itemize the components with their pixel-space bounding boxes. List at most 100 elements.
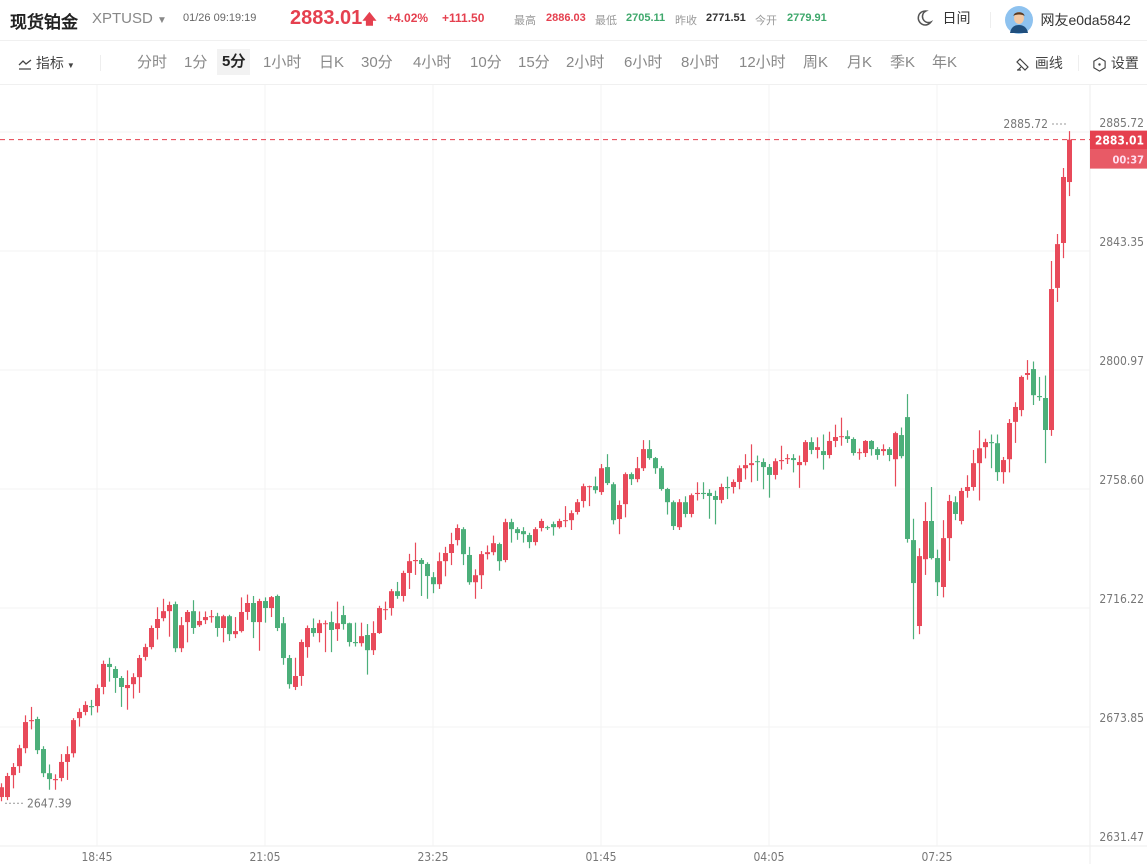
candle-up — [125, 685, 130, 689]
x-tick-label: 07:25 — [921, 850, 952, 864]
candle-up — [971, 463, 976, 488]
candle-down — [791, 458, 796, 461]
candle-up — [221, 616, 226, 628]
candle-down — [527, 535, 532, 543]
interval-tab[interactable]: 6小时 — [624, 54, 663, 71]
candle-up — [815, 447, 820, 450]
interval-tab[interactable]: 年K — [932, 54, 958, 71]
draw-tool-button[interactable]: 画线 — [1015, 53, 1063, 79]
candle-up — [1049, 289, 1054, 431]
x-tick-label: 23:25 — [417, 850, 448, 864]
candle-up — [23, 722, 28, 749]
candle-down — [311, 627, 316, 634]
candle-up — [455, 528, 460, 541]
candle-up — [533, 529, 538, 543]
y-tick-label: 2631.47 — [1099, 830, 1144, 844]
theme-toggle[interactable]: 日间 — [914, 8, 970, 28]
candle-down — [515, 529, 520, 534]
interval-tab[interactable]: 30分 — [361, 54, 393, 71]
candle-up — [491, 543, 496, 553]
candle-down — [887, 449, 892, 456]
candle-up — [269, 597, 274, 609]
candlestick-chart[interactable]: 2885.72 2843.35 2800.97 2758.60 2716.22 2673.… — [0, 85, 1147, 864]
candle-up — [881, 449, 886, 452]
divider — [990, 12, 991, 28]
candle-up — [623, 474, 628, 505]
interval-tab[interactable]: 15分 — [518, 54, 550, 71]
candle-up — [503, 522, 508, 561]
candle-up — [299, 642, 304, 677]
interval-tab[interactable]: 月K — [847, 54, 873, 71]
settings-button[interactable]: 设置 — [1092, 53, 1139, 79]
caret-down-icon: ▼ — [66, 61, 75, 70]
candle-down — [35, 718, 40, 751]
arrow-up-icon: 🡅 — [362, 11, 377, 27]
candle-down — [419, 560, 424, 564]
candle-up — [617, 504, 622, 520]
candle-down — [227, 616, 232, 635]
interval-tab[interactable]: 8小时 — [681, 54, 720, 71]
candle-down — [851, 438, 856, 454]
interval-tab[interactable]: 2小时 — [566, 54, 605, 71]
interval-tab[interactable]: 5分 — [217, 49, 251, 75]
candle-up — [59, 761, 64, 778]
interval-tab[interactable]: 季K — [890, 54, 916, 71]
chart-toolbar: 指标 ▼ 分时 1分 5分 1小时 日K 30分 4小时 10分 15分 2小时 6小时 8小时 12小时… — [0, 41, 1147, 85]
candle-down — [707, 492, 712, 497]
settings-label: 设置 — [1110, 55, 1139, 71]
x-tick-label: 21:05 — [249, 850, 280, 864]
instrument-name: 现货铂金 — [10, 13, 78, 32]
candle-down — [191, 611, 196, 628]
candle-up — [179, 625, 184, 649]
interval-tab[interactable]: 10分 — [470, 54, 502, 71]
user-menu[interactable]: 网友e0da5842 — [1005, 6, 1131, 34]
header-bar: 现货铂金 XPTUSD ▼ 01/26 09:19:19 2883.01🡅 +4… — [0, 0, 1147, 41]
candle-down — [365, 635, 370, 651]
candle-down — [809, 442, 814, 450]
interval-tab[interactable]: 12小时 — [739, 54, 786, 71]
interval-tab[interactable]: 1分 — [184, 54, 208, 71]
stat-value-open: 2779.91 — [787, 12, 827, 24]
candle-down — [869, 440, 874, 450]
interval-tab[interactable]: 周K — [803, 54, 829, 71]
interval-tab[interactable]: 分时 — [137, 54, 168, 71]
candle-down — [1037, 396, 1042, 398]
symbol-selector[interactable]: XPTUSD ▼ — [92, 10, 167, 27]
candle-down — [1043, 397, 1048, 431]
interval-tab[interactable]: 日K — [319, 54, 345, 71]
candle-up — [449, 544, 454, 554]
candle-down — [593, 486, 598, 491]
candle-down — [929, 521, 934, 559]
candle-up — [65, 754, 70, 762]
candle-up — [965, 487, 970, 491]
candle-up — [803, 442, 808, 463]
candle-down — [683, 502, 688, 514]
candle-up — [479, 554, 484, 576]
candle-up — [131, 677, 136, 685]
candle-down — [347, 623, 352, 643]
candle-down — [899, 435, 904, 457]
candle-up — [731, 481, 736, 488]
indicators-menu[interactable]: 指标 ▼ — [18, 53, 75, 79]
candle-down — [281, 623, 286, 659]
candle-up — [1061, 176, 1066, 243]
candle-down — [767, 467, 772, 475]
interval-tab[interactable]: 4小时 — [413, 54, 452, 71]
candle-down — [725, 487, 730, 489]
candle-down — [629, 474, 634, 480]
moon-icon — [917, 10, 934, 26]
candle-down — [701, 492, 706, 495]
draw-label: 画线 — [1034, 55, 1063, 71]
candle-up — [773, 461, 778, 475]
candle-down — [173, 604, 178, 649]
interval-tab[interactable]: 1小时 — [263, 54, 302, 71]
low-marker-label: 2647.39 — [27, 796, 72, 810]
candle-up — [383, 609, 388, 611]
candle-up — [5, 775, 10, 798]
change-percent: +4.02% — [387, 11, 429, 25]
candle-down — [605, 467, 610, 484]
high-marker-label: 2885.72 — [1003, 117, 1048, 131]
candle-down — [551, 524, 556, 528]
divider — [1078, 55, 1079, 71]
candle-up — [635, 468, 640, 480]
